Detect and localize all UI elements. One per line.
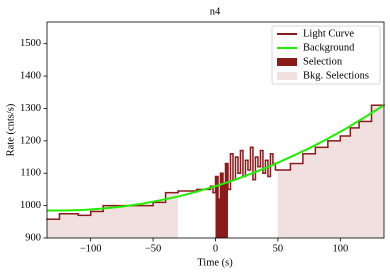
chart-title: n4	[210, 6, 221, 17]
x-axis-label: Time (s)	[197, 257, 233, 268]
legend-label: Background	[303, 42, 355, 53]
x-tick-label: 100	[332, 243, 348, 254]
y-tick-label: 900	[25, 232, 41, 243]
y-tick-label: 1200	[20, 135, 41, 146]
legend-label: Selection	[303, 56, 343, 67]
background-curve	[47, 104, 385, 212]
y-tick-label: 1300	[20, 103, 41, 114]
y-axis-label: Rate (cnts/s)	[5, 103, 16, 156]
bkg-selection-region	[47, 192, 179, 238]
x-tick-label: −50	[145, 243, 161, 254]
x-tick-label: 0	[213, 243, 218, 254]
legend-box	[271, 25, 381, 85]
legend-label: Light Curve	[303, 28, 354, 39]
y-tick-label: 1400	[20, 70, 41, 81]
legend-label: Bkg. Selections	[303, 70, 369, 81]
x-tick-label: −100	[80, 243, 102, 254]
selection-region	[215, 163, 228, 238]
legend-swatch	[277, 72, 297, 80]
y-tick-label: 1500	[20, 38, 41, 49]
y-tick-label: 1000	[20, 200, 41, 211]
y-tick-label: 1100	[20, 168, 41, 179]
legend-swatch	[277, 58, 297, 66]
x-tick-label: 50	[273, 243, 284, 254]
bkg-selection-region	[277, 105, 384, 239]
